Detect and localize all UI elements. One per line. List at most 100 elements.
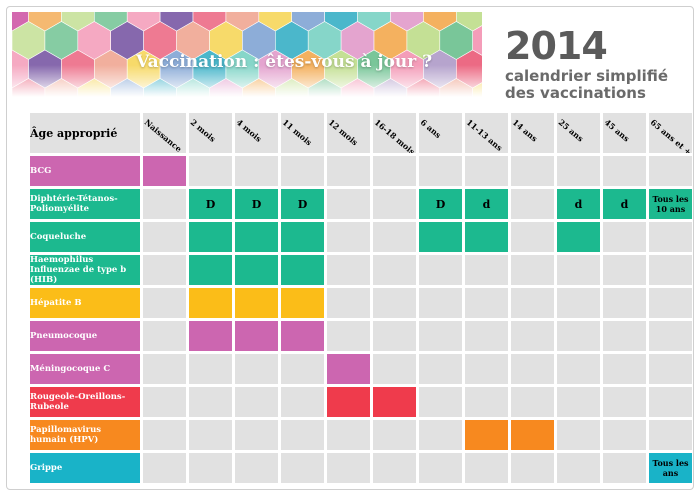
schedule-cell-empty	[327, 453, 370, 483]
age-label: 2 mois	[189, 117, 218, 144]
vaccine-row: Pneumocoque	[30, 321, 692, 351]
schedule-cell-filled	[465, 420, 508, 450]
schedule-cell-empty	[603, 453, 646, 483]
schedule-cell-empty	[373, 222, 416, 252]
schedule-cell-filled: Tous les 10 ans	[649, 189, 692, 219]
schedule-cell-empty	[465, 156, 508, 186]
schedule-cell-empty	[143, 354, 186, 384]
vaccine-name: Méningocoque C	[30, 354, 140, 384]
schedule-cell-empty	[143, 420, 186, 450]
schedule-cell-filled: d	[465, 189, 508, 219]
schedule-cell-empty	[511, 387, 554, 417]
vaccine-name: BCG	[30, 156, 140, 186]
schedule-cell-empty	[511, 354, 554, 384]
schedule-cell-filled	[281, 222, 324, 252]
schedule-cell-empty	[143, 321, 186, 351]
schedule-cell-empty	[557, 321, 600, 351]
schedule-cell-filled	[373, 387, 416, 417]
schedule-cell-empty	[235, 453, 278, 483]
schedule-cell-filled: Tous les ans	[649, 453, 692, 483]
schedule-cell-empty	[603, 156, 646, 186]
header-banner: Vaccination : êtes-vous à jour ?	[12, 12, 482, 97]
age-label: 65 ans et +	[649, 117, 692, 153]
schedule-cell-empty	[327, 189, 370, 219]
schedule-cell-filled	[557, 222, 600, 252]
schedule-cell-empty	[281, 387, 324, 417]
schedule-cell-filled: D	[281, 189, 324, 219]
schedule-cell-filled	[281, 288, 324, 318]
schedule-cell-empty	[557, 387, 600, 417]
schedule-cell-empty	[327, 222, 370, 252]
schedule-cell-empty	[649, 387, 692, 417]
age-header-1: 2 mois	[189, 113, 232, 153]
schedule-cell-filled: D	[235, 189, 278, 219]
age-label: 12 mois	[327, 117, 361, 148]
schedule-cell-empty	[327, 420, 370, 450]
schedule-cell-empty	[465, 354, 508, 384]
vaccination-calendar-table: Âge approprié Naissance 2 mois 4 mois 11 mo…	[27, 110, 695, 486]
schedule-cell-empty	[419, 354, 462, 384]
age-column-header: Âge approprié	[30, 113, 140, 153]
schedule-cell-empty	[557, 288, 600, 318]
schedule-cell-empty	[419, 321, 462, 351]
vaccine-row: BCG	[30, 156, 692, 186]
schedule-cell-empty	[235, 387, 278, 417]
schedule-cell-empty	[189, 156, 232, 186]
schedule-cell-empty	[511, 156, 554, 186]
subtitle-line-1: calendrier simplifié	[505, 67, 669, 85]
schedule-cell-filled	[327, 354, 370, 384]
schedule-cell-filled	[235, 288, 278, 318]
schedule-cell-empty	[373, 189, 416, 219]
schedule-cell-filled	[327, 387, 370, 417]
schedule-cell-empty	[557, 255, 600, 285]
schedule-cell-empty	[189, 387, 232, 417]
schedule-cell-empty	[649, 321, 692, 351]
vaccine-name: Hépatite B	[30, 288, 140, 318]
schedule-cell-empty	[649, 255, 692, 285]
schedule-cell-empty	[143, 255, 186, 285]
schedule-cell-empty	[373, 354, 416, 384]
age-label: Naissance	[143, 117, 184, 153]
schedule-cell-filled	[465, 222, 508, 252]
schedule-cell-empty	[511, 321, 554, 351]
age-header-11: 65 ans et +	[649, 113, 692, 153]
schedule-cell-empty	[281, 420, 324, 450]
schedule-cell-empty	[603, 222, 646, 252]
schedule-cell-empty	[143, 222, 186, 252]
schedule-cell-filled	[235, 255, 278, 285]
schedule-cell-empty	[511, 255, 554, 285]
schedule-cell-empty	[327, 288, 370, 318]
calendar-subtitle: calendrier simplifié des vaccinations	[505, 68, 668, 102]
schedule-cell-empty	[603, 354, 646, 384]
schedule-cell-empty	[373, 288, 416, 318]
age-header-row: Âge approprié Naissance 2 mois 4 mois 11 mo…	[30, 113, 692, 153]
schedule-cell-filled	[189, 222, 232, 252]
vaccine-row: Papillomavirus humain (HPV)	[30, 420, 692, 450]
vaccine-name: Rougeole-Oreillons-Rubeole	[30, 387, 140, 417]
schedule-cell-filled: d	[603, 189, 646, 219]
vaccine-row: Hépatite B	[30, 288, 692, 318]
schedule-cell-filled	[511, 420, 554, 450]
schedule-cell-empty	[649, 156, 692, 186]
age-header-3: 11 mois	[281, 113, 324, 153]
schedule-cell-empty	[143, 387, 186, 417]
schedule-cell-empty	[465, 255, 508, 285]
age-header-8: 14 ans	[511, 113, 554, 153]
schedule-cell-empty	[419, 420, 462, 450]
schedule-cell-filled: d	[557, 189, 600, 219]
age-header-4: 12 mois	[327, 113, 370, 153]
schedule-cell-empty	[189, 420, 232, 450]
schedule-cell-empty	[281, 354, 324, 384]
schedule-cell-empty	[189, 453, 232, 483]
schedule-cell-empty	[603, 420, 646, 450]
schedule-cell-empty	[649, 288, 692, 318]
schedule-cell-empty	[419, 255, 462, 285]
age-label: 14 ans	[511, 117, 540, 144]
schedule-cell-empty	[373, 321, 416, 351]
vaccine-row: Coqueluche	[30, 222, 692, 252]
age-label: 6 ans	[419, 117, 444, 140]
schedule-cell-filled	[189, 321, 232, 351]
schedule-cell-filled	[235, 321, 278, 351]
schedule-cell-filled	[419, 222, 462, 252]
